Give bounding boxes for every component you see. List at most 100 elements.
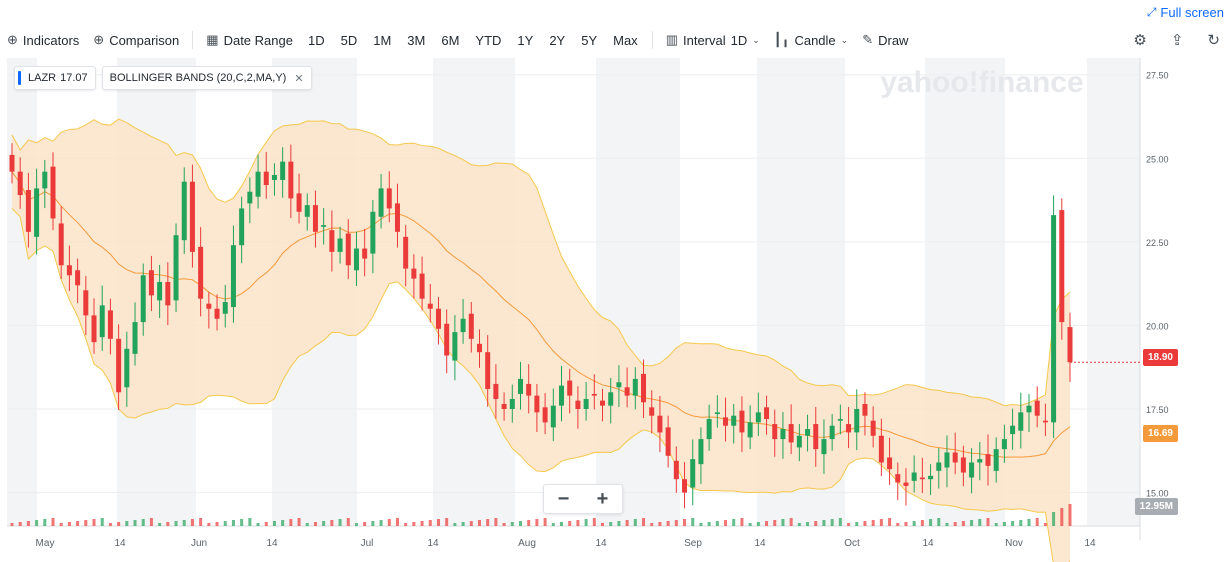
candle-body [517,378,523,394]
share-icon[interactable]: ⇪ [1170,32,1184,49]
x-tick-label: Sep [684,538,702,549]
candle-body [649,407,655,416]
date-range-button[interactable]: ▦ Date Range [199,32,300,48]
volume-bar [1052,512,1056,526]
candle-body [321,225,327,227]
candle-body [304,205,310,217]
candle-body [181,181,187,241]
volume-bar [289,519,293,526]
chart-type-button[interactable]: ┃╻ Candle ⌄ [767,32,855,48]
volume-bar [84,520,88,526]
full-screen-button[interactable]: ⤢ Full screen [1147,5,1224,20]
candle-body [329,230,335,252]
candle-body [526,383,532,396]
volume-badge: 12.95M [1134,498,1178,515]
candlestick-chart[interactable]: 27.50 25.00 22.50 20.00 17.50 15.00 May 14 Jun 14… [0,57,1228,562]
candle-body [214,308,220,319]
candle-body [247,191,253,204]
candle-body [132,322,138,354]
volume-bar [683,519,687,526]
volume-bar [642,518,646,526]
range-button-1m[interactable]: 1M [373,32,392,48]
range-button-max[interactable]: Max [613,32,638,48]
candle-body [345,233,351,266]
candle-body [542,407,548,423]
zoom-in-button[interactable]: + [596,487,609,510]
candle-body [501,403,507,409]
volume-bar [551,523,555,526]
volume-bar [773,520,777,526]
indicators-button[interactable]: ⊕ Indicators [0,32,86,48]
volume-bar [1043,523,1047,526]
range-button-2y[interactable]: 2Y [549,32,566,48]
volume-bar [502,523,506,526]
symbol-chip[interactable]: LAZR 17.07 [14,66,96,90]
range-button-ytd[interactable]: YTD [475,32,502,48]
plus-circle-icon: ⊕ [93,32,105,47]
volume-bar [305,523,309,526]
range-button-1d[interactable]: 1D [307,32,325,48]
volume-bar [879,519,883,526]
symbol-price: 17.07 [60,72,88,84]
volume-bar [346,518,350,526]
volume-bar [404,523,408,526]
volume-bar [240,519,244,526]
zoom-out-button[interactable]: − [557,487,570,510]
candle-body [263,171,269,186]
volume-bar [453,523,457,526]
range-button-1y[interactable]: 1Y [517,32,534,48]
candle-body [550,405,556,428]
bollinger-middle-line [11,171,1071,458]
candle-body [747,422,753,438]
volume-bar [1060,508,1064,526]
comparison-button[interactable]: ⊕ Comparison [86,32,186,48]
volume-bar [732,519,736,526]
candle-body [165,281,171,306]
volume-bar [461,522,465,526]
candle-body [706,419,712,440]
volume-bar [814,521,818,526]
volume-bar [67,522,71,526]
candle-body [846,424,852,433]
y-tick-label: 15.00 [1146,489,1169,499]
close-icon[interactable]: ✕ [294,72,304,85]
volume-bar [322,521,326,526]
volume-bar [625,520,629,526]
candle-body [288,161,294,199]
candle-body [928,475,934,480]
range-button-5y[interactable]: 5Y [581,32,598,48]
candle-body [682,479,688,493]
indicator-name: BOLLINGER BANDS (20,C,2,MA,Y) [109,72,287,84]
candle-body [739,410,745,433]
volume-bar [477,520,481,526]
candle-body [83,290,89,316]
range-button-3m[interactable]: 3M [407,32,426,48]
candle-body [714,412,720,415]
volume-bar [223,521,227,526]
candle-body [509,398,515,409]
x-tick-label: Jun [191,538,207,549]
volume-bar [543,518,547,526]
candle-body [206,303,212,309]
candle-body [600,400,606,406]
candle-body [107,310,113,339]
divider [651,31,653,49]
volume-bar [108,523,112,526]
volume-bar [518,521,522,526]
range-button-5d[interactable]: 5D [340,32,358,48]
volume-bar [863,521,867,526]
reset-icon[interactable]: ↻ [1207,32,1220,49]
draw-button[interactable]: ✎ Draw [855,32,915,48]
indicator-chip[interactable]: BOLLINGER BANDS (20,C,2,MA,Y) ✕ [101,66,312,90]
candle-body [280,161,286,181]
settings-icon[interactable]: ⚙ [1133,32,1147,49]
volume-bar [59,523,63,526]
volume-bar [379,520,383,526]
candle-body [337,238,343,252]
candle-body [9,154,15,172]
range-button-6m[interactable]: 6M [441,32,460,48]
volume-bar [1002,522,1006,526]
candle-body [378,188,384,217]
interval-button[interactable]: ▥ Interval 1D ⌄ [659,32,767,48]
volume-bar [822,520,826,526]
